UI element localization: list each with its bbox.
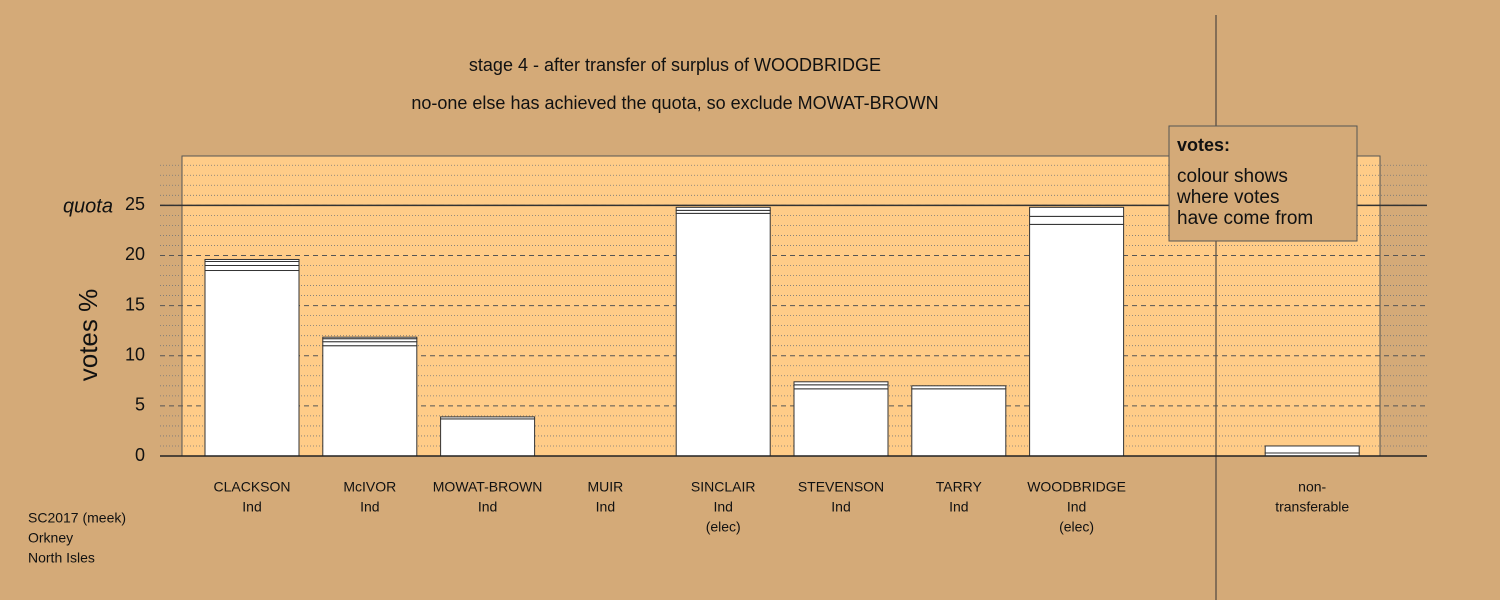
x-tick-label: Ind [360, 499, 379, 515]
bar-segment [204, 258, 300, 262]
bar-segment [440, 418, 536, 457]
bar-segment [793, 381, 889, 386]
bar-segment [1029, 206, 1125, 217]
bar-segment [322, 345, 418, 457]
footer: Orkney [28, 530, 73, 546]
footer: North Isles [28, 550, 95, 566]
chart-title: stage 4 - after transfer of surplus of W… [469, 55, 881, 75]
legend-text: have come from [1177, 208, 1313, 229]
y-tick-label: 5 [135, 395, 145, 415]
y-tick-label: 20 [125, 244, 145, 264]
bar-segment [440, 416, 536, 420]
bar-segment [204, 264, 300, 272]
x-tick-label: Ind [478, 499, 497, 515]
x-tick-label: TARRY [936, 479, 983, 495]
x-tick-label: Ind [596, 499, 615, 515]
x-tick-label: CLACKSON [213, 479, 290, 495]
bar-segment [911, 388, 1007, 457]
footer: SC2017 (meek) [28, 510, 126, 526]
x-tick-label: non- [1298, 479, 1326, 495]
x-tick-label: SINCLAIR [691, 479, 756, 495]
x-tick-label: McIVOR [343, 479, 396, 495]
bar-segment [793, 388, 889, 457]
y-tick-label: 25 [125, 194, 145, 214]
bars [204, 206, 1360, 457]
x-tick-label: (elec) [1059, 519, 1094, 535]
x-tick-label: transferable [1275, 499, 1349, 515]
bar-segment [675, 212, 771, 457]
x-tick-label: STEVENSON [798, 479, 884, 495]
quota-label: quota [63, 196, 113, 218]
bar-segment [675, 206, 771, 211]
x-tick-label: MUIR [588, 479, 624, 495]
bar-segment [322, 336, 418, 340]
y-tick-label: 15 [125, 294, 145, 314]
y-axis-label: votes % [73, 289, 103, 382]
x-tick-label: Ind [949, 499, 968, 515]
bar-segment [1264, 445, 1360, 454]
bar-segment [793, 384, 889, 390]
bar-segment [1029, 223, 1125, 457]
legend-text: colour shows [1177, 166, 1288, 187]
x-tick-label: MOWAT-BROWN [433, 479, 543, 495]
y-tick-label: 0 [135, 445, 145, 465]
x-tick-label: Ind [242, 499, 261, 515]
bar-segment [911, 385, 1007, 390]
x-tick-label: Ind [1067, 499, 1086, 515]
bar-segment [204, 270, 300, 457]
x-tick-label: Ind [831, 499, 850, 515]
legend-text: where votes [1176, 187, 1279, 208]
legend-box [1168, 125, 1358, 242]
x-tick-label: Ind [713, 499, 732, 515]
bar-segment [322, 341, 418, 347]
x-tick-label: WOODBRIDGE [1027, 479, 1126, 495]
bar-segment [1029, 215, 1125, 225]
chart-subtitle: no-one else has achieved the quota, so e… [411, 93, 938, 113]
y-tick-label: 10 [125, 344, 145, 364]
legend-title: votes: [1177, 135, 1230, 155]
bar-segment [204, 260, 300, 266]
x-tick-label: (elec) [706, 519, 741, 535]
